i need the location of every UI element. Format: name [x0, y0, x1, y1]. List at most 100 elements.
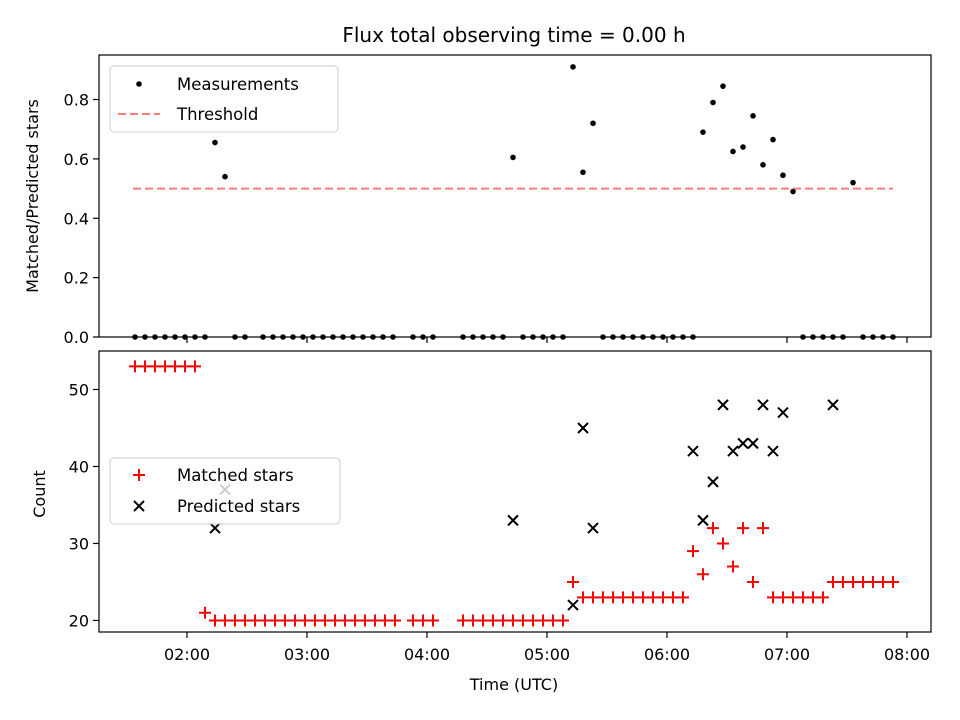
measurement-point — [330, 334, 336, 340]
measurement-point — [630, 334, 636, 340]
measurement-point — [280, 334, 286, 340]
predicted-star-point — [767, 445, 779, 457]
measurement-point — [310, 334, 316, 340]
matched-star-point — [697, 568, 709, 581]
legend-threshold-label: Threshold — [176, 105, 258, 124]
measurement-point — [850, 179, 856, 186]
measurement-point — [570, 64, 576, 70]
matched-star-point — [567, 575, 579, 588]
measurement-point — [530, 334, 536, 340]
matched-star-point — [389, 614, 401, 627]
measurement-point — [870, 334, 876, 340]
measurement-point — [610, 334, 616, 340]
bottom-xtick-label: 04:00 — [404, 645, 450, 664]
measurement-point — [780, 172, 786, 179]
top-ytick-label: 0.0 — [64, 328, 89, 347]
bottom-xtick-label: 02:00 — [164, 645, 210, 664]
measurement-point — [480, 334, 486, 340]
bottom-xtick-label: 07:00 — [764, 645, 810, 664]
measurement-point — [260, 334, 266, 340]
matched-star-point — [427, 614, 439, 627]
measurement-point — [720, 83, 726, 89]
predicted-star-point — [827, 399, 839, 411]
top-legend: Measurements Threshold — [109, 65, 339, 133]
measurement-point — [202, 334, 208, 340]
measurement-point — [680, 334, 686, 340]
bottom-ylabel: Count — [30, 470, 49, 518]
measurement-point — [760, 162, 766, 168]
measurement-point — [860, 334, 866, 340]
measurement-point — [290, 334, 296, 340]
measurement-point — [212, 139, 218, 146]
measurement-point — [132, 334, 138, 340]
measurement-point — [370, 334, 376, 340]
predicted-star-point — [577, 422, 589, 434]
bottom-ytick-label: 20 — [69, 611, 89, 630]
predicted-star-point — [587, 522, 599, 534]
measurement-point — [350, 334, 356, 340]
measurement-point — [390, 334, 396, 340]
bottom-xlabel: Time (UTC) — [469, 675, 558, 694]
matched-star-point — [199, 606, 211, 619]
measurement-point — [820, 334, 826, 340]
measurement-point — [890, 334, 896, 340]
measurement-point — [750, 113, 756, 119]
top-ytick-label: 0.8 — [64, 91, 89, 110]
measurement-point — [740, 144, 746, 150]
bottom-legend-box — [109, 457, 341, 525]
measurement-point — [730, 148, 736, 155]
measurement-point — [470, 334, 476, 340]
bottom-ytick-label: 50 — [69, 380, 89, 399]
predicted-star-point — [747, 437, 759, 450]
legend-measurements-marker — [136, 81, 142, 87]
top-ytick-label: 0.4 — [64, 209, 89, 228]
matched-star-point — [737, 522, 749, 535]
matched-star-point — [757, 522, 769, 535]
bottom-xtick-label: 06:00 — [644, 645, 690, 664]
measurement-point — [540, 334, 546, 340]
predicted-star-point — [757, 399, 769, 411]
measurement-point — [560, 334, 566, 340]
measurement-point — [460, 334, 466, 340]
predicted-star-point — [567, 599, 579, 611]
top-ytick-label: 0.6 — [64, 150, 89, 169]
legend-matched-label: Matched stars — [177, 466, 294, 485]
bottom-xtick-label: 05:00 — [524, 645, 570, 664]
measurement-point — [300, 334, 306, 340]
measurement-point — [640, 334, 646, 340]
measurement-point — [172, 334, 178, 340]
predicted-star-point — [707, 476, 719, 488]
legend-measurements-label: Measurements — [177, 75, 299, 94]
measurement-point — [590, 120, 596, 127]
predicted-star-point — [727, 445, 739, 457]
measurement-point — [320, 334, 326, 340]
top-ylabel: Matched/Predicted stars — [23, 99, 42, 293]
predicted-star-point — [737, 437, 749, 450]
matched-star-point — [557, 614, 569, 627]
bottom-legend: Matched stars Predicted stars — [109, 457, 341, 525]
chart-title: Flux total observing time = 0.00 h — [342, 23, 685, 47]
measurement-point — [670, 334, 676, 340]
matched-star-point — [687, 545, 699, 558]
measurement-point — [810, 334, 816, 340]
predicted-star-point — [697, 514, 709, 527]
measurement-point — [660, 334, 666, 340]
matched-star-point — [707, 522, 719, 535]
measurement-point — [152, 334, 158, 340]
predicted-star-point — [687, 445, 699, 457]
measurement-point — [242, 334, 248, 340]
legend-matched-marker — [133, 469, 145, 481]
bottom-ytick-label: 30 — [69, 534, 89, 553]
top-ytick-label: 0.2 — [64, 269, 89, 288]
top-legend-box — [109, 65, 339, 133]
measurement-point — [520, 334, 526, 340]
matched-star-point — [817, 591, 829, 604]
measurement-point — [550, 334, 556, 340]
measurement-point — [410, 334, 416, 340]
measurement-point — [710, 99, 716, 106]
legend-predicted-label: Predicted stars — [177, 497, 300, 516]
measurement-point — [500, 334, 506, 340]
measurement-point — [800, 334, 806, 340]
matched-star-point — [677, 591, 689, 604]
measurement-point — [600, 334, 606, 340]
